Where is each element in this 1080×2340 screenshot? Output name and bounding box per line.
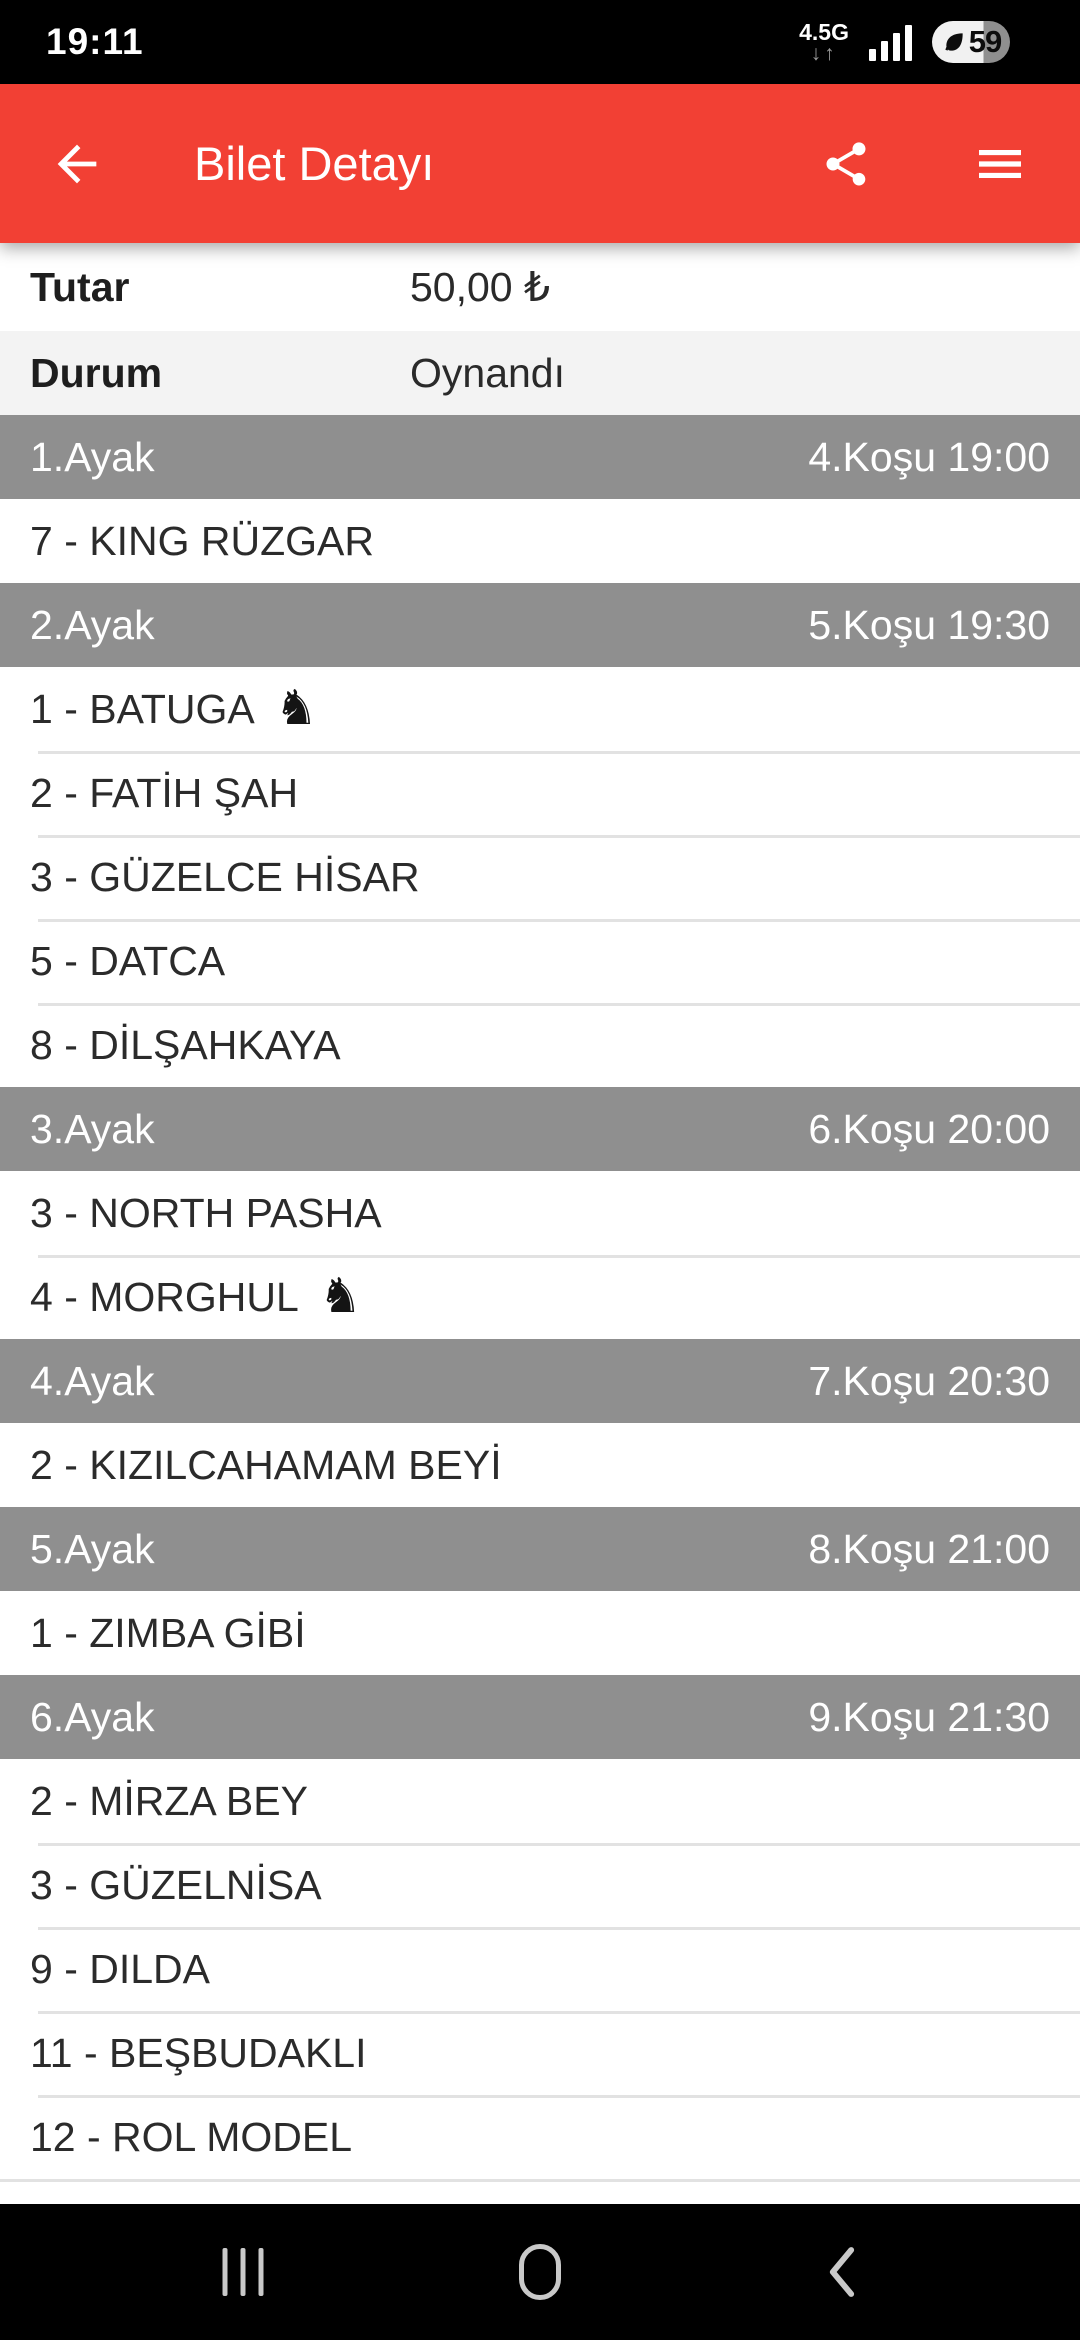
page-title: Bilet Detayı	[194, 137, 435, 190]
leg-label: 3.Ayak	[30, 1105, 155, 1152]
horse-row: 7 - KING RÜZGAR	[0, 499, 1080, 583]
android-nav-bar	[0, 2204, 1080, 2340]
amount-label: Tutar	[30, 263, 130, 310]
status-icons: 4.5G ↓↑ 59	[799, 18, 1010, 65]
network-type-label: 4.5G	[799, 18, 849, 45]
horse-row: 3 - GÜZELNİSA	[0, 1843, 1080, 1927]
horse-row: 2 - FATİH ŞAH	[0, 751, 1080, 835]
network-activity-arrows-icon: ↓↑	[810, 41, 838, 65]
horse-row: 1 - BATUGA ♞	[0, 667, 1080, 751]
horse-name: 2 - KIZILCAHAMAM BEYİ	[30, 1441, 502, 1488]
horse-name: 3 - GÜZELNİSA	[30, 1861, 322, 1908]
horse-head-icon: ♞	[274, 682, 318, 735]
horse-name: 9 - DILDA	[30, 1945, 210, 1992]
horse-row: 12 - ROL MODEL	[0, 2095, 1080, 2179]
horse-name: 5 - DATCA	[30, 937, 226, 984]
chevron-left-icon	[830, 2247, 855, 2297]
horse-row: 8 - DİLŞAHKAYA	[0, 1003, 1080, 1087]
status-value: Oynandı	[410, 349, 565, 396]
horse-name: 2 - MİRZA BEY	[30, 1777, 308, 1824]
horse-row: 11 - BEŞBUDAKLI	[0, 2011, 1080, 2095]
horse-name: 1 - BATUGA	[30, 685, 255, 732]
horse-name: 2 - FATİH ŞAH	[30, 769, 299, 816]
horse-name: 4 - MORGHUL	[30, 1273, 299, 1320]
share-icon	[826, 141, 866, 185]
leg-label: 6.Ayak	[30, 1693, 155, 1740]
horse-row: 9 - DILDA	[0, 1927, 1080, 2011]
app-bar-actions	[820, 136, 1028, 192]
battery-level: 59	[968, 24, 1002, 59]
horse-row: 3 - NORTH PASHA	[0, 1171, 1080, 1255]
leg-section-header: 5.Ayak 8.Koşu 21:00	[0, 1507, 1080, 1591]
battery-saver-leaf-icon	[945, 33, 963, 51]
amount-row: Tutar 50,00 ₺	[0, 243, 1080, 331]
amount-value: 50,00 ₺	[410, 264, 551, 310]
horse-name: 11 - BEŞBUDAKLI	[30, 2029, 367, 2076]
network-type-indicator: 4.5G ↓↑	[799, 18, 849, 65]
nav-home-button[interactable]	[519, 2244, 561, 2300]
horse-head-icon: ♞	[318, 1270, 362, 1323]
back-button[interactable]	[48, 135, 106, 193]
horse-name: 8 - DİLŞAHKAYA	[30, 1021, 341, 1068]
nav-recents-button[interactable]	[222, 2248, 264, 2296]
race-time-label: 6.Koşu 20:00	[808, 1105, 1050, 1152]
app-bar: Bilet Detayı	[0, 84, 1080, 243]
list-bottom-divider	[0, 2179, 1080, 2182]
leg-label: 1.Ayak	[30, 433, 155, 480]
race-time-label: 5.Koşu 19:30	[808, 601, 1050, 648]
horse-name: 1 - ZIMBA GİBİ	[30, 1609, 306, 1656]
horse-row: 2 - MİRZA BEY	[0, 1759, 1080, 1843]
horse-name: 3 - NORTH PASHA	[30, 1189, 382, 1236]
status-label: Durum	[30, 349, 163, 396]
share-button[interactable]	[820, 138, 872, 190]
leg-section-header: 1.Ayak 4.Koşu 19:00	[0, 415, 1080, 499]
leg-label: 4.Ayak	[30, 1357, 155, 1404]
leg-section-header: 6.Ayak 9.Koşu 21:30	[0, 1675, 1080, 1759]
horse-row: 4 - MORGHUL ♞	[0, 1255, 1080, 1339]
leg-section-header: 3.Ayak 6.Koşu 20:00	[0, 1087, 1080, 1171]
nav-back-button[interactable]	[820, 2242, 864, 2302]
horse-name: 12 - ROL MODEL	[30, 2113, 353, 2160]
leg-label: 2.Ayak	[30, 601, 155, 648]
horse-name: 3 - GÜZELCE HİSAR	[30, 853, 420, 900]
status-bar: 19:11 4.5G ↓↑ 59	[0, 0, 1080, 84]
leg-section-header: 2.Ayak 5.Koşu 19:30	[0, 583, 1080, 667]
race-time-label: 4.Koşu 19:00	[808, 433, 1050, 480]
horse-row: 1 - ZIMBA GİBİ	[0, 1591, 1080, 1675]
hamburger-menu-icon	[979, 149, 1021, 178]
menu-button[interactable]	[972, 136, 1028, 192]
battery-indicator: 59	[932, 21, 1010, 63]
leg-section-header: 4.Ayak 7.Koşu 20:30	[0, 1339, 1080, 1423]
race-time-label: 7.Koşu 20:30	[808, 1357, 1050, 1404]
status-row: Durum Oynandı	[0, 331, 1080, 415]
leg-label: 5.Ayak	[30, 1525, 155, 1572]
race-time-label: 8.Koşu 21:00	[808, 1525, 1050, 1572]
horse-row: 3 - GÜZELCE HİSAR	[0, 835, 1080, 919]
arrow-left-icon	[57, 144, 97, 183]
legs-list: 1.Ayak 4.Koşu 19:00 7 - KING RÜZGAR 2.Ayak 5…	[0, 415, 1080, 2179]
status-time: 19:11	[46, 21, 144, 62]
signal-strength-icon	[869, 23, 912, 61]
horse-row: 5 - DATCA	[0, 919, 1080, 1003]
race-time-label: 9.Koşu 21:30	[808, 1693, 1050, 1740]
horse-row: 2 - KIZILCAHAMAM BEYİ	[0, 1423, 1080, 1507]
horse-name: 7 - KING RÜZGAR	[30, 517, 374, 564]
